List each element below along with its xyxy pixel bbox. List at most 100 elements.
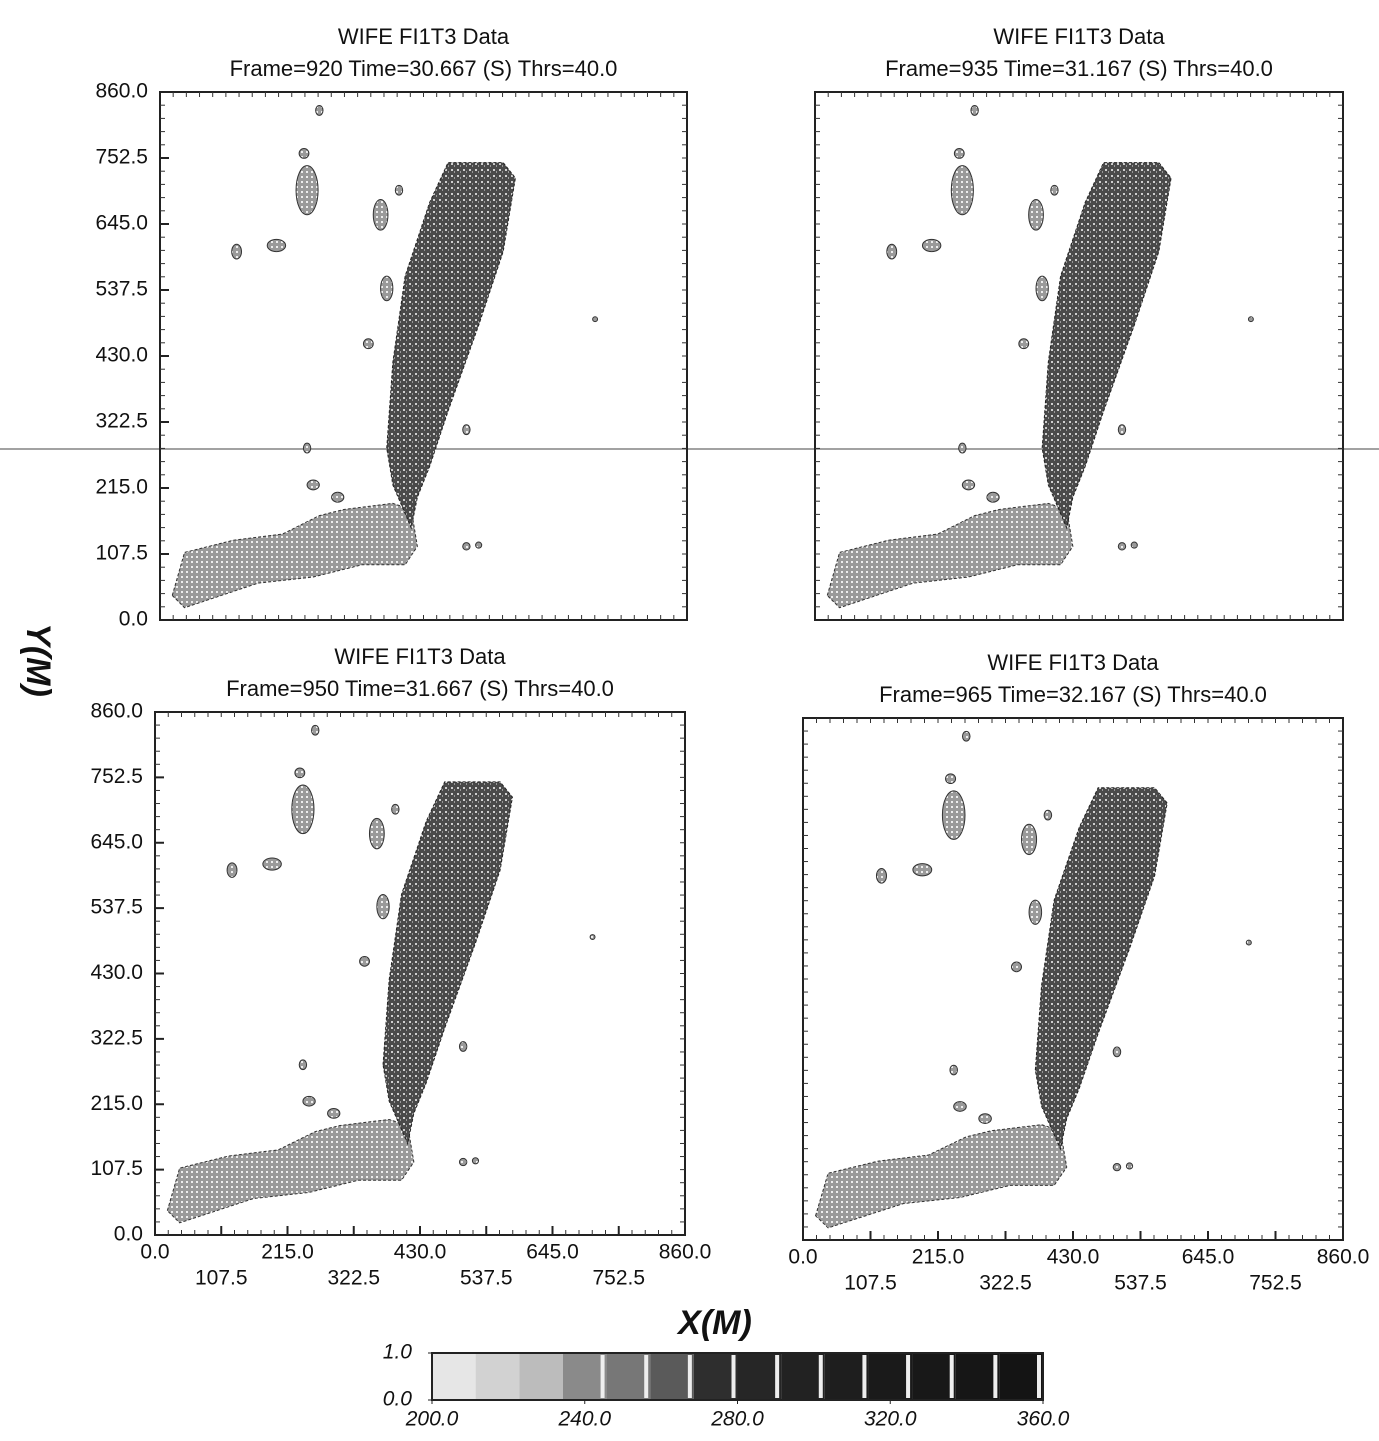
contour-blob	[1050, 184, 1059, 196]
y-tick-label: 645.0	[90, 830, 143, 853]
colorbar-segment	[606, 1353, 651, 1400]
x-tick-label: 215.0	[912, 1246, 965, 1269]
contour-blob	[302, 442, 312, 454]
x-tick-label: 860.0	[659, 1241, 712, 1264]
colorbar-ytick-label: 0.0	[383, 1388, 413, 1411]
colorbar-tick-label: 280.0	[710, 1408, 764, 1431]
colorbar-segment	[737, 1353, 782, 1400]
colorbar-segment	[781, 1353, 825, 1400]
contour-blob	[1021, 823, 1038, 856]
colorbar-segment	[519, 1353, 563, 1400]
contour-blob	[294, 767, 306, 779]
contour-region	[814, 1124, 1068, 1229]
x-tick-label: 0.0	[788, 1246, 817, 1269]
colorbar-stripe	[644, 1355, 649, 1398]
x-tick-label: 322.5	[979, 1272, 1032, 1295]
x-tick-label: 107.5	[195, 1267, 248, 1290]
contour-blob	[961, 479, 976, 491]
y-tick-label: 215.0	[90, 1092, 143, 1115]
contour-blob	[291, 784, 315, 835]
contour-blob	[359, 955, 370, 967]
colorbar-segment	[955, 1353, 1000, 1400]
colorbar-segment	[912, 1353, 956, 1400]
panel-subtitle: Frame=920 Time=30.667 (S) Thrs=40.0	[230, 56, 618, 81]
colorbar-segment	[475, 1353, 520, 1400]
contour-blob	[958, 442, 967, 454]
contour-blob	[978, 1113, 992, 1124]
colorbar-tick-label: 240.0	[557, 1408, 611, 1431]
x-tick-label: 752.5	[1249, 1272, 1302, 1295]
contour-blob	[961, 730, 971, 742]
x-tick-label: 107.5	[844, 1272, 897, 1295]
x-tick-label: 645.0	[526, 1241, 579, 1264]
contour-region	[382, 781, 513, 1146]
colorbar-segment	[693, 1353, 738, 1400]
contour-blob	[372, 198, 389, 231]
colorbar-tick-label: 320.0	[864, 1408, 917, 1431]
colorbar-segment	[432, 1353, 476, 1400]
contour-blob	[589, 934, 596, 940]
colorbar-stripe	[775, 1355, 780, 1398]
contour-blob	[298, 1059, 308, 1071]
contour-region	[826, 502, 1074, 609]
contour-blob	[262, 857, 282, 871]
contour-blob	[475, 541, 483, 549]
contour-blob	[231, 243, 243, 260]
y-tick-label: 322.5	[95, 410, 148, 433]
contour-blob	[921, 238, 942, 253]
contour-blob	[295, 165, 319, 216]
colorbar-stripe	[993, 1355, 998, 1398]
contour-blob	[886, 243, 898, 260]
colorbar-stripe	[687, 1355, 692, 1398]
contour-blob	[953, 1101, 967, 1112]
y-tick-label: 860.0	[90, 700, 143, 723]
contour-blob	[266, 238, 287, 253]
y-tick-label: 0.0	[114, 1223, 143, 1246]
contour-blob	[462, 424, 471, 436]
x-axis-label: X(M)	[676, 1304, 752, 1342]
x-tick-label: 430.0	[1047, 1246, 1100, 1269]
colorbar-stripe	[862, 1355, 867, 1398]
contour-blob	[1112, 1046, 1122, 1058]
colorbar-tick-label: 360.0	[1017, 1408, 1070, 1431]
contour-blob	[298, 147, 310, 159]
x-tick-label: 860.0	[1317, 1246, 1370, 1269]
y-tick-label: 537.5	[95, 278, 148, 301]
y-tick-label: 860.0	[95, 80, 148, 103]
y-tick-label: 215.0	[95, 476, 148, 499]
x-tick-label: 752.5	[592, 1267, 645, 1290]
contour-blob	[950, 165, 974, 216]
contour-blob	[471, 1157, 480, 1165]
contour-blob	[327, 1108, 341, 1119]
contour-blob	[380, 275, 394, 302]
contour-blob	[1112, 1163, 1122, 1172]
x-tick-label: 0.0	[140, 1241, 169, 1264]
contour-blob	[362, 338, 374, 350]
y-tick-label: 645.0	[95, 212, 148, 235]
contour-blob	[331, 491, 345, 503]
contour-blob	[1125, 1162, 1134, 1170]
contour-blob	[986, 491, 1000, 503]
contour-blob	[970, 105, 979, 116]
contour-blob	[368, 817, 385, 850]
contour-blob	[394, 184, 404, 196]
contour-blob	[912, 863, 933, 877]
contour-blob	[458, 1041, 468, 1052]
contour-blob	[458, 1157, 468, 1167]
colorbar-segment	[868, 1353, 913, 1400]
contour-blob	[376, 893, 390, 920]
colorbar-ytick-label: 1.0	[383, 1341, 413, 1364]
contour-blob	[391, 803, 400, 815]
contour-blob	[302, 1095, 316, 1107]
x-tick-label: 215.0	[261, 1241, 314, 1264]
contour-region	[386, 162, 516, 530]
x-tick-label: 537.5	[1114, 1272, 1167, 1295]
colorbar-segment	[650, 1353, 694, 1400]
contour-blob	[306, 479, 320, 491]
y-tick-label: 107.5	[95, 542, 148, 565]
x-tick-label: 322.5	[327, 1267, 380, 1290]
y-tick-label: 107.5	[90, 1157, 143, 1180]
contour-region	[1041, 162, 1172, 530]
colorbar-stripe	[818, 1355, 823, 1398]
